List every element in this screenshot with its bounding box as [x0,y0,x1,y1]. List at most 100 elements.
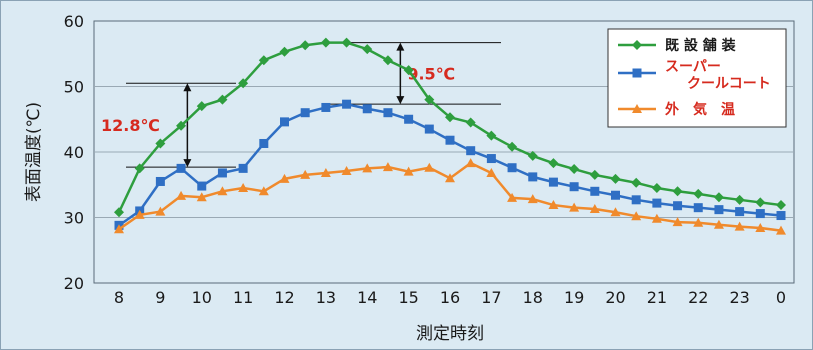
y-tick-label: 50 [64,78,84,97]
data-point [548,158,559,169]
data-point [134,209,145,219]
data-point [651,183,662,194]
x-tick-label: 23 [729,288,749,307]
data-point [445,173,455,183]
x-tick-label: 14 [357,288,377,307]
data-point [569,202,580,212]
legend-item: スーパークールコート [618,59,771,92]
data-point [217,168,227,178]
data-point [713,192,724,203]
data-point [528,172,538,182]
data-point [362,104,372,114]
legend-item: 外 気 温 [618,101,735,118]
data-point [527,150,538,161]
x-tick-label: 11 [233,288,253,307]
data-point [631,211,642,221]
data-point [217,94,228,105]
y-tick-label: 40 [64,143,84,162]
data-point [610,173,621,184]
data-point [507,163,517,173]
data-point [404,114,414,124]
data-point [238,78,249,89]
data-point [155,176,165,186]
data-point [424,94,435,105]
legend-marker [632,104,642,113]
data-point [362,44,373,55]
data-point [424,162,435,172]
series-0 [114,37,786,218]
data-point [445,135,455,145]
data-point [196,192,207,202]
data-point [155,138,166,149]
data-point [341,165,352,175]
data-point [651,213,662,223]
data-point [279,46,290,57]
x-tick-label: 10 [192,288,212,307]
legend-marker [632,40,642,50]
data-point [507,141,518,152]
y-axis-label: 表面温度(℃) [24,102,44,202]
series-group [114,37,786,235]
annotation-diff-left: 12.8℃ [101,82,236,168]
data-point [134,163,145,174]
data-point [342,99,352,109]
annotation-diff-right: 9.5℃ [325,42,501,105]
data-point [755,197,766,208]
data-point [507,192,518,202]
data-point [486,167,497,177]
data-point [258,55,269,66]
annotation-arrow-head [183,83,192,92]
annotations: 12.8℃ 9.5℃ [101,42,501,168]
data-point [755,222,766,232]
data-point [713,219,724,229]
x-tick-label: 22 [688,288,708,307]
y-tick-label: 30 [64,209,84,228]
data-point [238,163,248,173]
data-point [176,190,187,200]
data-point [403,166,414,176]
data-point [424,124,434,134]
data-point [155,206,166,216]
data-point [320,37,331,48]
data-point [279,173,290,183]
data-point [466,146,476,156]
legend-label: スーパークールコート [665,59,771,92]
legend-label: 外 気 温 [665,101,735,118]
data-point [755,209,765,219]
data-point [776,200,786,211]
x-tick-label: 21 [647,288,667,307]
legend-marker [632,68,642,78]
data-point [714,205,724,215]
data-point [652,198,662,208]
x-tick-label: 19 [564,288,584,307]
data-point [280,117,289,127]
data-point [631,195,641,205]
x-tick-label: 18 [523,288,543,307]
data-point [300,108,310,118]
data-point [382,55,393,66]
data-point [548,200,559,210]
data-point [300,40,311,51]
data-point [486,154,496,164]
data-point [217,186,228,196]
x-tick-label: 16 [440,288,460,307]
data-point [569,182,579,192]
annotation-arrow-head [396,42,405,51]
data-point [734,221,745,231]
data-point [403,65,414,76]
data-point [610,207,621,217]
data-point [114,207,124,218]
data-point [114,224,124,234]
data-point [631,177,642,188]
data-point [611,190,620,200]
data-point [197,181,207,191]
x-tick-label: 13 [316,288,336,307]
legend-item: 既 設 舗 装 [618,37,737,54]
data-point [196,101,207,112]
data-point [672,217,683,227]
x-tick-label: 8 [114,288,124,307]
annotation-label: 9.5℃ [407,64,455,83]
